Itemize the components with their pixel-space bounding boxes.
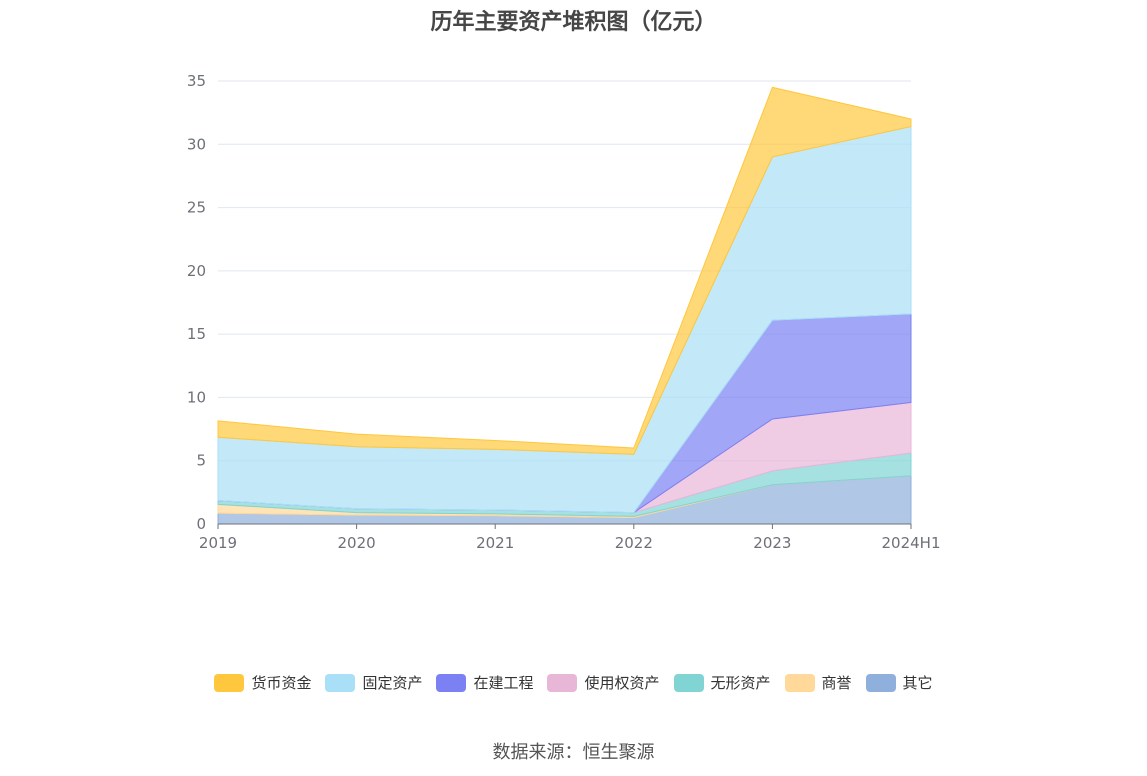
y-tick-label: 0 bbox=[196, 515, 206, 533]
y-tick-label: 10 bbox=[187, 388, 206, 406]
legend-item[interactable]: 在建工程 bbox=[436, 672, 533, 693]
area-series-group bbox=[217, 86, 912, 525]
x-tick-label: 2021 bbox=[476, 534, 514, 552]
legend-item[interactable]: 货币资金 bbox=[214, 672, 311, 693]
area-货币资金 bbox=[217, 86, 912, 455]
y-tick-label: 20 bbox=[187, 262, 206, 280]
legend-label: 货币资金 bbox=[251, 674, 312, 692]
legend-swatch bbox=[784, 673, 815, 692]
x-tick-label: 2024H1 bbox=[882, 534, 941, 552]
legend-swatch bbox=[325, 673, 356, 692]
y-tick-label: 25 bbox=[187, 199, 206, 217]
y-tick-label: 5 bbox=[196, 452, 206, 470]
legend-item[interactable]: 使用权资产 bbox=[547, 672, 660, 693]
legend-label: 商誉 bbox=[821, 674, 852, 692]
legend-swatch bbox=[673, 673, 704, 692]
data-source: 数据来源：恒生聚源 bbox=[492, 742, 655, 763]
legend-label: 固定资产 bbox=[362, 674, 423, 692]
legend-item[interactable]: 固定资产 bbox=[325, 672, 422, 693]
y-tick-label: 30 bbox=[187, 135, 206, 153]
legend-label: 在建工程 bbox=[473, 674, 534, 692]
legend-label: 其它 bbox=[902, 674, 933, 692]
x-tick-label: 2020 bbox=[338, 534, 376, 552]
legend-swatch bbox=[547, 673, 578, 692]
legend-swatch bbox=[436, 673, 467, 692]
chart-title: 历年主要资产堆积图（亿元） bbox=[430, 10, 717, 35]
legend-swatch bbox=[865, 673, 896, 692]
y-tick-label: 15 bbox=[187, 325, 206, 343]
x-tick-label: 2023 bbox=[753, 534, 791, 552]
legend-swatch bbox=[214, 673, 245, 692]
y-tick-label: 35 bbox=[187, 72, 206, 90]
legend-item[interactable]: 无形资产 bbox=[673, 672, 771, 693]
x-tick-label: 2022 bbox=[615, 534, 653, 552]
legend-item[interactable]: 其它 bbox=[865, 672, 933, 693]
legend-label: 无形资产 bbox=[710, 674, 771, 692]
legend: 货币资金 固定资产 在建工程 使用权资产 无形资产 商誉 其它 bbox=[0, 672, 1147, 693]
x-tick-label: 2019 bbox=[199, 534, 237, 552]
legend-label: 使用权资产 bbox=[584, 674, 660, 692]
axes: 0 5 10 15 20 25 30 35 2019 2020 2021 2022 2023 2024H1 bbox=[187, 72, 941, 552]
stacked-area-chart: 0 5 10 15 20 25 30 35 2019 2020 2021 2022 2023 2024H1 bbox=[187, 72, 941, 552]
legend-item[interactable]: 商誉 bbox=[784, 672, 852, 693]
